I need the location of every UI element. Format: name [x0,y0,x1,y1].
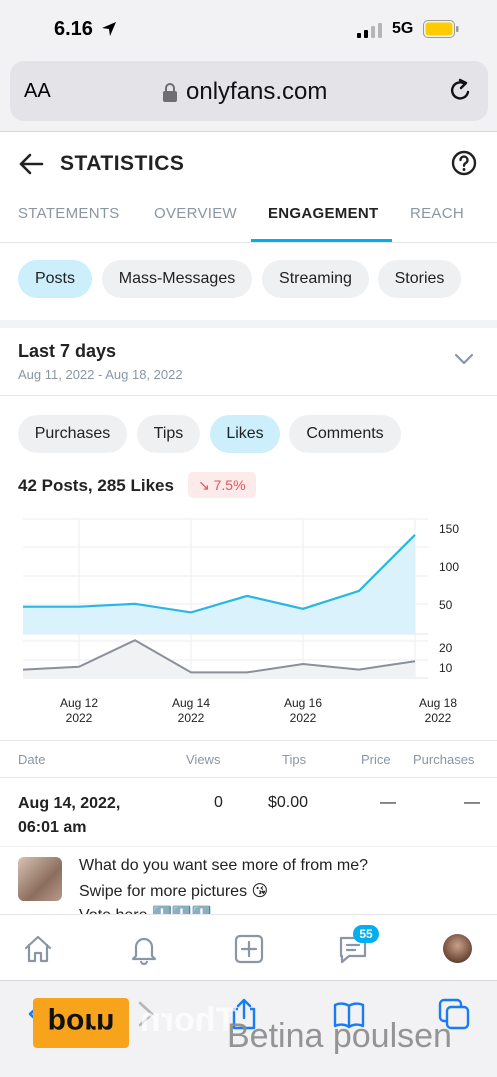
row-date: Aug 14, 2022, 06:01 am [18,792,120,840]
x-tick-label: Aug 16 [284,696,322,710]
watermark-logo: porn [33,998,129,1048]
tab-engagement[interactable]: ENGAGEMENT [268,205,379,222]
y-tick-label: 100 [439,560,459,574]
chevron-down-icon[interactable] [454,352,474,366]
watermark-faint-text: Thorn [140,1001,237,1039]
metric-filter: Purchases Tips Likes Comments [0,396,497,468]
location-arrow-icon [102,22,116,36]
column-views: Views [186,752,221,767]
x-tick-label: Aug 12 [60,696,98,710]
row-date-day: Aug 14, 2022, [18,795,121,812]
y-tick-label: 10 [439,661,453,675]
content-type-filter: Posts Mass-Messages Streaming Stories [0,244,497,320]
x-tick-label: Aug 18 [419,696,457,710]
back-arrow-icon[interactable] [18,151,44,177]
column-price: Price [361,752,391,767]
chip-likes[interactable]: Likes [210,415,280,453]
row-purchases: — [464,794,480,811]
tab-reach[interactable]: REACH [410,205,465,222]
series-1-area [23,534,415,634]
chip-stories[interactable]: Stories [378,260,461,298]
reload-icon[interactable] [446,77,474,105]
statistics-tabs: STATEMENTS OVERVIEW ENGAGEMENT REACH [0,195,497,243]
period-selector[interactable]: Last 7 days Aug 11, 2022 - Aug 18, 2022 [0,328,497,396]
column-tips: Tips [282,752,307,767]
forward-chevron-icon[interactable] [128,997,162,1031]
bell-icon[interactable] [128,933,160,965]
status-bar: 6.16 5G [0,0,497,58]
y-tick-label: 20 [439,641,453,655]
x-tick-label: 2022 [290,711,317,725]
avatar[interactable] [443,934,472,963]
series-1-line [23,534,416,614]
chip-comments[interactable]: Comments [289,415,401,453]
column-purchases: Purchases [413,752,475,767]
chip-tips[interactable]: Tips [137,415,200,453]
section-divider [0,320,497,328]
messages-badge: 55 [353,925,379,943]
row-views: 0 [214,794,223,811]
status-time: 6.16 [54,18,93,40]
battery-icon [423,20,459,38]
x-tick-label: 2022 [178,711,205,725]
tab-overview[interactable]: OVERVIEW [154,205,237,222]
change-badge: ↘ 7.5% [188,472,256,498]
post-thumbnail[interactable] [18,857,62,901]
url-text[interactable]: onlyfans.com [186,78,328,105]
tabs-icon[interactable] [437,997,471,1031]
safari-bottom-toolbar: porn Thorn Betina poulsen [0,980,497,1077]
trend-down-icon: ↘ [198,477,214,493]
chip-purchases[interactable]: Purchases [18,415,127,453]
x-tick-label: 2022 [425,711,452,725]
row-date-time: 06:01 am [18,819,87,836]
chip-posts[interactable]: Posts [18,260,92,298]
series-2-line [22,639,416,674]
series-2-area [23,640,415,678]
x-tick-label: Aug 14 [172,696,210,710]
page-title: STATISTICS [60,152,185,175]
cellular-signal-icon [357,23,382,38]
y-tick-label: 150 [439,522,459,536]
table-header: Date Views Tips Price Purchases [0,740,497,778]
engagement-summary: 42 Posts, 285 Likes [18,476,174,495]
add-post-icon[interactable] [233,933,265,965]
column-date: Date [18,752,46,767]
lock-icon [163,83,177,102]
post-text-line-2: Swipe for more pictures 😘 [79,883,269,900]
share-icon[interactable] [227,997,261,1031]
post-preview[interactable]: What do you want see more of from me? Sw… [0,846,497,914]
chip-mass-messages[interactable]: Mass-Messages [102,260,252,298]
bookmarks-icon[interactable] [332,997,366,1031]
chip-streaming[interactable]: Streaming [262,260,369,298]
post-text-line-3: Vote here ⬇️⬇️⬇️ [79,905,212,914]
watermark-name: Betina poulsen [227,1017,452,1055]
x-tick-label: 2022 [66,711,93,725]
browser-toolbar: AA onlyfans.com [0,58,497,132]
active-tab-indicator [251,239,392,242]
period-title: Last 7 days [18,341,117,361]
help-icon[interactable] [451,150,477,176]
bottom-navigation: 55 [0,914,497,980]
post-text-line-1: What do you want see more of from me? [79,857,369,874]
change-value: 7.5% [213,477,246,493]
row-price: — [380,794,396,811]
address-bar[interactable]: AA onlyfans.com [10,61,488,121]
page-header: STATISTICS [0,133,497,195]
tab-statements[interactable]: STATEMENTS [18,205,120,222]
period-range: Aug 11, 2022 - Aug 18, 2022 [18,367,183,382]
network-type: 5G [392,20,414,37]
y-tick-label: 50 [439,598,453,612]
home-icon[interactable] [22,933,54,965]
text-size-button[interactable]: AA [24,80,51,102]
row-tips: $0.00 [268,794,309,811]
